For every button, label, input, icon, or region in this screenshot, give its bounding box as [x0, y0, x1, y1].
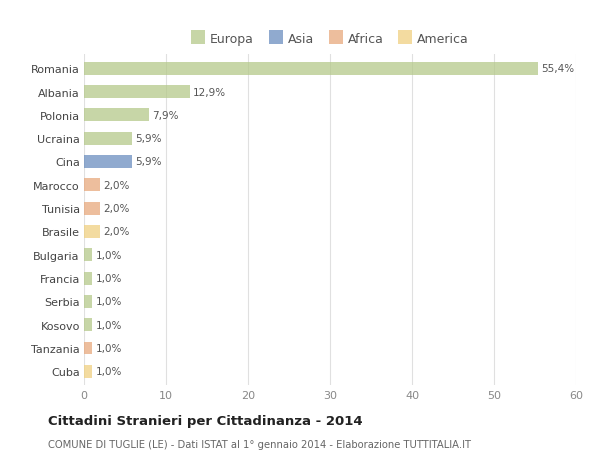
Legend: Europa, Asia, Africa, America: Europa, Asia, Africa, America — [186, 28, 474, 51]
Bar — [84, 272, 92, 285]
Bar — [84, 249, 92, 262]
Text: 55,4%: 55,4% — [542, 64, 575, 74]
Bar — [84, 342, 92, 355]
Bar — [84, 156, 133, 168]
Text: Cittadini Stranieri per Cittadinanza - 2014: Cittadini Stranieri per Cittadinanza - 2… — [48, 414, 362, 428]
Text: 12,9%: 12,9% — [193, 87, 226, 97]
Text: 1,0%: 1,0% — [95, 320, 122, 330]
Bar — [84, 225, 100, 238]
Bar — [84, 319, 92, 331]
Text: 1,0%: 1,0% — [95, 274, 122, 284]
Bar — [84, 202, 100, 215]
Text: 7,9%: 7,9% — [152, 111, 179, 121]
Bar — [84, 62, 538, 75]
Text: 2,0%: 2,0% — [104, 227, 130, 237]
Text: 1,0%: 1,0% — [95, 250, 122, 260]
Text: 5,9%: 5,9% — [136, 134, 162, 144]
Text: 2,0%: 2,0% — [104, 204, 130, 214]
Text: 1,0%: 1,0% — [95, 367, 122, 376]
Text: 1,0%: 1,0% — [95, 297, 122, 307]
Bar — [84, 133, 133, 145]
Text: 1,0%: 1,0% — [95, 343, 122, 353]
Text: COMUNE DI TUGLIE (LE) - Dati ISTAT al 1° gennaio 2014 - Elaborazione TUTTITALIA.: COMUNE DI TUGLIE (LE) - Dati ISTAT al 1°… — [48, 440, 471, 449]
Bar — [84, 179, 100, 192]
Text: 2,0%: 2,0% — [104, 180, 130, 190]
Bar — [84, 86, 190, 99]
Bar — [84, 109, 149, 122]
Text: 5,9%: 5,9% — [136, 157, 162, 167]
Bar — [84, 296, 92, 308]
Bar — [84, 365, 92, 378]
